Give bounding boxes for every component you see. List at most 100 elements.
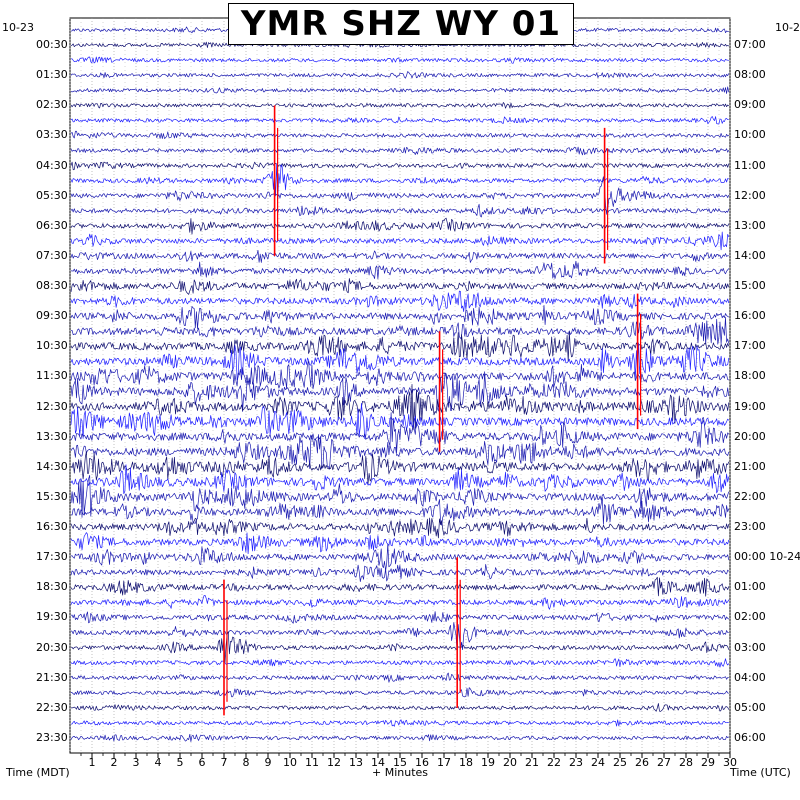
trace-row [70,203,730,218]
trace-row [70,217,730,235]
right-time-label: 15:00 [734,279,766,293]
right-time-label: 00:00 10-24 [734,550,800,564]
trace-row [70,576,730,597]
trace-row [70,116,729,125]
left-time-label: 23:30 [36,730,68,744]
seismic-traces [70,26,730,742]
x-tick-label: 5 [176,756,184,769]
left-time-label: 05:30 [36,188,68,202]
left-time-label: 20:30 [36,640,68,654]
trace-row [70,474,730,518]
x-tick-label: 25 [613,756,627,769]
right-date-label: 10-2 [775,21,800,34]
trace-row [70,719,729,727]
trace-row [70,163,729,199]
x-tick-label: 20 [503,756,517,769]
trace-row [70,146,730,156]
x-tick-label: 11 [305,756,319,769]
right-time-label: 17:00 [734,339,766,353]
right-time-label: 02:00 [734,610,766,624]
trace-row [70,305,729,330]
left-axis-label: Time (MDT) [6,766,70,779]
left-time-label: 12:30 [36,399,68,413]
x-tick-label: 26 [635,756,649,769]
chart-title: YMR SHZ WY 01 [240,4,562,44]
trace-row [70,451,730,485]
right-time-label: 01:00 [734,580,766,594]
trace-row [70,412,730,453]
right-time-label: 21:00 [734,459,766,473]
trace-row [70,360,729,390]
right-time-label: 13:00 [734,218,766,232]
left-time-label: 15:30 [36,489,68,503]
x-tick-label: 16 [415,756,429,769]
x-tick-label: 1 [88,756,96,769]
left-time-label: 10:30 [36,339,68,353]
trace-row [70,331,730,363]
trace-row [70,622,729,655]
trace-row [70,249,729,263]
left-time-label: 17:30 [36,550,68,564]
left-time-label: 21:30 [36,670,68,684]
right-time-label: 18:00 [734,369,766,383]
x-tick-label: 8 [242,756,250,769]
trace-row [70,464,730,495]
trace-row [70,497,730,526]
x-tick-label: 12 [327,756,341,769]
x-tick-label: 29 [701,756,715,769]
trace-row [71,703,730,712]
trace-row [70,71,730,79]
x-tick-label: 6 [198,756,206,769]
x-tick-label: 22 [547,756,561,769]
x-tick-label: 2 [110,756,118,769]
x-tick-label: 14 [371,756,385,769]
left-time-label: 07:30 [36,248,68,262]
left-time-label: 14:30 [36,459,68,473]
right-time-label: 11:00 [734,158,766,172]
x-tick-label: 15 [393,756,407,769]
right-time-label: 23:00 [734,520,766,534]
clipped-peaks [223,105,642,716]
x-tick-label: 4 [154,756,162,769]
x-tick-label: 27 [657,756,671,769]
trace-row [70,278,730,295]
trace-row [70,383,730,431]
right-time-label: 22:00 [734,489,766,503]
right-time-label: 06:00 [734,730,766,744]
trace-row [70,102,730,109]
trace-row [70,161,730,171]
trace-row [71,260,730,280]
left-time-label: 06:30 [36,218,68,232]
trace-row [70,86,730,94]
trace-row [70,687,729,698]
trace-row [70,41,729,48]
trace-row [70,672,729,683]
x-tick-label: 13 [349,756,363,769]
x-tick-label: 28 [679,756,693,769]
trace-row [70,371,730,412]
x-tick-label: 17 [437,756,451,769]
trace-row [70,231,730,251]
trace-row [70,316,730,345]
right-time-label: 07:00 [734,38,766,52]
right-time-label: 12:00 [734,188,766,202]
x-tick-label: 23 [569,756,583,769]
trace-row [70,434,730,470]
right-time-label: 14:00 [734,248,766,262]
trace-row [70,342,730,380]
right-time-label: 04:00 [734,670,766,684]
left-time-label: 16:30 [36,520,68,534]
right-time-label: 03:00 [734,640,766,654]
left-time-label: 19:30 [36,610,68,624]
left-time-label: 13:30 [36,429,68,443]
x-tick-label: 30 [723,756,737,769]
trace-row [70,176,730,215]
left-time-label: 00:30 [36,38,68,52]
left-time-label: 01:30 [36,68,68,82]
left-time-label: 03:30 [36,128,68,142]
trace-row [70,564,730,582]
x-tick-label: 21 [525,756,539,769]
right-time-label: 09:00 [734,98,766,112]
left-time-label: 11:30 [36,369,68,383]
trace-row [70,290,730,312]
